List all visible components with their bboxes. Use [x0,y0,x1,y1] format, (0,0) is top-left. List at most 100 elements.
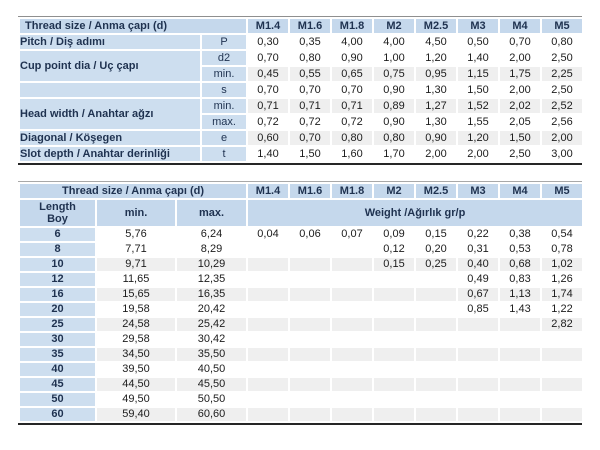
value-cell: 2,00 [498,81,543,99]
row-label-cell [18,81,202,99]
value-cell: 0,80 [540,33,585,51]
max-cell: 8,29 [174,241,249,258]
value-cell: 0,70 [246,49,291,67]
weight-cell [456,316,501,333]
weight-cell [246,361,291,378]
value-cell: 0,72 [246,113,291,131]
max-cell: 50,50 [174,391,249,408]
value-cell: 0,60 [246,129,291,147]
weight-cell [456,331,501,348]
value-cell: 0,70 [288,129,333,147]
table-row: min. 0,45 0,55 0,65 0,75 0,95 1,15 1,75 2,25 [19,65,585,83]
weight-cell [288,346,333,363]
weight-cell [372,406,417,423]
table-row: 30 29,58 30,42 [18,331,585,348]
size-header: M4 [498,17,543,35]
max-cell: 12,35 [174,271,249,288]
size-header: M1.4 [246,17,291,35]
weight-cell [540,331,585,348]
value-cell: 0,71 [288,97,333,115]
value-cell: 2,52 [540,97,585,115]
table-row: max. 0,72 0,72 0,72 0,90 1,30 1,55 2,05 2,56 [19,113,585,131]
weight-cell [372,271,417,288]
min-cell: 11,65 [95,271,177,288]
weight-cell [456,376,501,393]
value-cell: 0,72 [288,113,333,131]
weight-cell [414,391,459,408]
value-cell: 1,75 [498,65,543,83]
weight-cell [498,376,543,393]
length-cell: 35 [18,346,97,363]
value-cell: 4,50 [414,33,459,51]
weight-cell [414,406,459,423]
value-cell: 2,05 [498,113,543,131]
weight-cell [414,286,459,303]
row-label-cell: Pitch / Diş adımı [18,33,202,51]
size-header: M5 [540,17,585,35]
row-label-cell: Cup point dia / Uç çapı [18,49,202,83]
value-cell: 2,50 [540,81,585,99]
max-cell: 35,50 [174,346,249,363]
table-row: 50 49,50 50,50 [18,391,585,408]
weight-cell [498,391,543,408]
weight-cell [288,271,333,288]
weight-cell [330,316,375,333]
weight-cell: 0,15 [414,226,459,243]
weight-cell [288,361,333,378]
value-cell: 0,65 [330,65,375,83]
weight-cell: 0,31 [456,241,501,258]
weight-cell [372,391,417,408]
value-cell: 2,02 [498,97,543,115]
weight-cell [372,316,417,333]
row-label-cell: Head width / Anahtar ağzı [18,97,202,131]
weight-cell [330,271,375,288]
size-header: M2.5 [414,182,459,200]
weight-cell [288,406,333,423]
weight-cell [246,301,291,318]
thread-size-header: Thread size / Anma çapı (d) [17,17,249,35]
weight-cell: 1,22 [540,301,585,318]
weight-cell: 1,43 [498,301,543,318]
weight-cell: 0,83 [498,271,543,288]
min-cell: 44,50 [95,376,177,393]
weight-cell [456,406,501,423]
value-cell: 1,70 [372,145,417,163]
thread-size-header: Thread size / Anma çapı (d) [17,182,249,200]
weight-cell [288,331,333,348]
weight-cell: 1,02 [540,256,585,273]
table-row: Pitch / Diş adımı P 0,30 0,35 4,00 4,00 4,50 0,… [18,33,585,51]
max-cell: 60,60 [174,406,249,423]
value-cell: 0,90 [372,81,417,99]
max-column-header: max. [174,198,249,228]
value-cell: 0,70 [288,81,333,99]
value-cell: 0,89 [372,97,417,115]
weight-cell [246,406,291,423]
size-header: M2.5 [414,17,459,35]
weight-cell: 0,09 [372,226,417,243]
length-cell: 45 [18,376,97,393]
weight-cell [414,346,459,363]
weight-cell [372,376,417,393]
length-column-header: Length Boy [18,198,97,228]
weight-cell: 0,22 [456,226,501,243]
value-cell: 0,45 [246,65,291,83]
symbol-cell: min. [199,97,249,115]
length-cell: 25 [18,316,97,333]
table-row: 35 34,50 35,50 [18,346,585,363]
table-header-row: Thread size / Anma çapı (d) M1.4 M1.6 M1.8… [17,17,585,35]
value-cell: 2,00 [540,129,585,147]
weight-cell [540,376,585,393]
table-row: Slot depth / Anahtar derinliği t 1,40 1,50 1… [18,145,585,163]
table-row: 8 7,71 8,29 0,12 0,20 0,31 0,53 0,78 [18,241,585,258]
weight-cell [288,376,333,393]
weight-cell: 0,54 [540,226,585,243]
weight-cell [456,361,501,378]
weight-cell: 1,74 [540,286,585,303]
value-cell: 4,00 [372,33,417,51]
value-cell: 0,35 [288,33,333,51]
weight-cell [414,316,459,333]
value-cell: 1,30 [414,113,459,131]
max-cell: 16,35 [174,286,249,303]
value-cell: 1,30 [414,81,459,99]
length-cell: 50 [18,391,97,408]
